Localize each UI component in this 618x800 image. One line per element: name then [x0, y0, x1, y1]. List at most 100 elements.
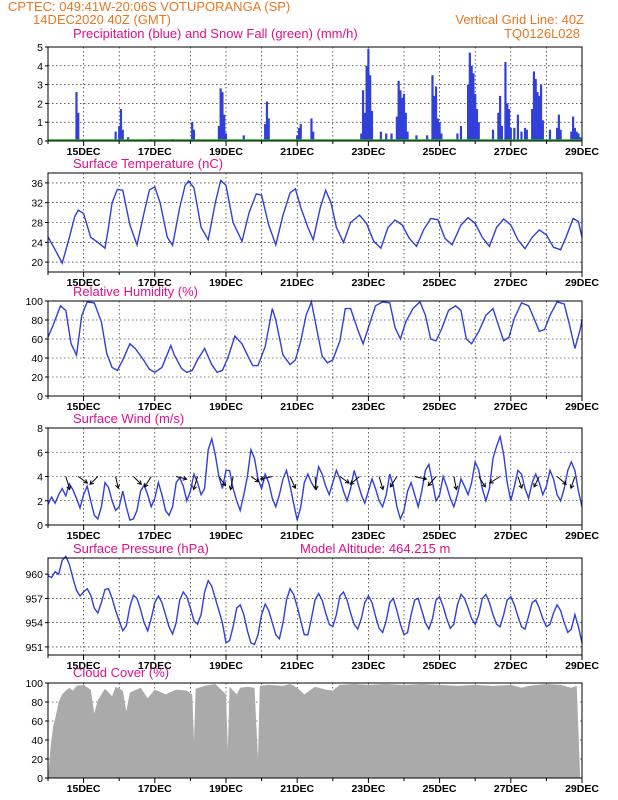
precip-ytick-label: 1	[37, 117, 43, 129]
wind-vector-head	[427, 481, 433, 487]
pres-xtick-label: 21DEC	[280, 660, 314, 672]
wind-vector	[89, 476, 99, 485]
precip-bar	[520, 131, 523, 141]
precip-bar	[361, 90, 365, 141]
wind-vector-head	[182, 475, 188, 481]
pres-xtick-label: 23DEC	[351, 660, 385, 672]
precip-bar	[223, 114, 226, 141]
pres-frame	[47, 557, 583, 656]
temp-panel: Surface Temperature (nC) 20 24 28 32 36 15DEC…	[31, 156, 599, 289]
wind-vector-head	[488, 479, 494, 484]
temp-xtick-label: 19DEC	[209, 277, 243, 289]
precip-bar	[114, 131, 117, 141]
temp-title: Surface Temperature (nC)	[73, 156, 223, 171]
precip-bar	[404, 112, 407, 141]
precip-bar	[217, 125, 220, 141]
precip-bar	[572, 116, 575, 141]
precip-xtick-label: 19DEC	[209, 146, 243, 158]
cloud-frame	[47, 682, 583, 779]
pres-ytick-label: 960	[25, 569, 43, 581]
cloud-panel: Cloud Cover (%) 0 20 40 60 80 100 15DEC 17DEC 19…	[25, 665, 599, 795]
wind-vector-shaft	[89, 476, 99, 485]
precip-bar	[475, 109, 479, 141]
wind-vector	[453, 476, 459, 491]
wind-vector	[250, 476, 260, 483]
wind-vector	[427, 476, 437, 487]
wind-vector-head	[569, 484, 575, 490]
pres-xtick-label: 17DEC	[138, 660, 172, 672]
pres-ytick-label: 954	[25, 618, 43, 630]
precip-bar	[415, 135, 418, 141]
wind-vector	[218, 476, 226, 487]
precip-bar	[299, 124, 302, 141]
precip-bar	[532, 71, 536, 141]
wind-vector	[176, 475, 188, 481]
wind-vector-shaft	[533, 476, 540, 488]
pres-xtick-label: 27DEC	[494, 660, 528, 672]
cloud-xtick-label: 23DEC	[351, 783, 385, 795]
pres-xtick-label: 15DEC	[67, 660, 101, 672]
precip-xtick-label: 15DEC	[67, 146, 101, 158]
wind-vector	[556, 476, 567, 485]
wind-vector-shaft	[144, 476, 152, 488]
wind-vector-head	[481, 482, 486, 488]
precip-bar	[509, 127, 512, 141]
wind-vector-shaft	[193, 476, 198, 490]
temp-xtick-label: 25DEC	[423, 277, 457, 289]
wind-vector-shaft	[260, 476, 273, 480]
rh-frame	[47, 300, 583, 397]
wind-vector-head	[83, 479, 89, 484]
wind-xtick-label: 27DEC	[494, 530, 528, 542]
pres-xtick-label: 19DEC	[209, 660, 243, 672]
cloud-ytick-label: 60	[31, 716, 43, 728]
temp-xtick-label: 21DEC	[280, 277, 314, 289]
precip-bar	[264, 124, 267, 141]
precip-bar	[470, 65, 473, 141]
wind-vector-shaft	[453, 476, 457, 490]
wind-vector-shaft	[218, 476, 226, 486]
precip-bar	[491, 129, 495, 141]
rh-xtick-label: 25DEC	[423, 401, 457, 413]
pres-title: Surface Pressure (hPa)	[73, 541, 209, 556]
wind-vector-shaft	[314, 476, 317, 490]
precip-bar	[477, 122, 480, 141]
wind-ytick-label: 0	[37, 520, 43, 532]
precip-bar	[577, 133, 580, 141]
precip-xtick-label: 29DEC	[565, 146, 599, 158]
wind-vector-head	[422, 475, 428, 481]
wind-vector-shaft	[378, 476, 384, 490]
wind-panel: Surface Wind (m/s) 0 2 4 6 8 15DEC 17DEC 19DEC 2…	[37, 411, 599, 542]
precip-bar	[506, 103, 509, 141]
precip-bar	[192, 129, 196, 141]
precip-bar	[497, 112, 500, 141]
wind-vector-head	[518, 484, 524, 490]
wind-vector	[144, 476, 152, 488]
cloud-xtick-label: 29DEC	[565, 783, 599, 795]
temp-xtick-label: 23DEC	[351, 277, 385, 289]
cloud-area	[48, 684, 582, 778]
wind-vector	[133, 476, 142, 485]
wind-vector-head	[313, 485, 319, 491]
precip-bar	[531, 109, 534, 141]
wind-vector	[192, 476, 198, 491]
wind-vector-shaft	[133, 476, 142, 485]
wind-vector-shaft	[478, 476, 486, 488]
precip-bar	[297, 127, 301, 141]
grid-note: Vertical Grid Line: 40Z	[455, 12, 584, 27]
wind-vector-shaft	[556, 476, 567, 485]
precip-bar	[525, 129, 528, 141]
temp-xtick-label: 27DEC	[494, 277, 528, 289]
wind-vector	[339, 476, 350, 484]
wind-vector-head	[192, 485, 197, 491]
rh-ytick-label: 60	[31, 334, 43, 346]
wind-vector	[389, 476, 398, 488]
wind-vector-head	[389, 482, 395, 488]
precip-bar	[219, 88, 222, 141]
wind-vector-shaft	[230, 476, 234, 490]
wind-vector	[313, 476, 319, 491]
precip-bar	[536, 92, 539, 141]
rh-ytick-label: 100	[25, 296, 43, 308]
precip-bar	[507, 109, 511, 141]
precip-bar	[534, 78, 537, 141]
